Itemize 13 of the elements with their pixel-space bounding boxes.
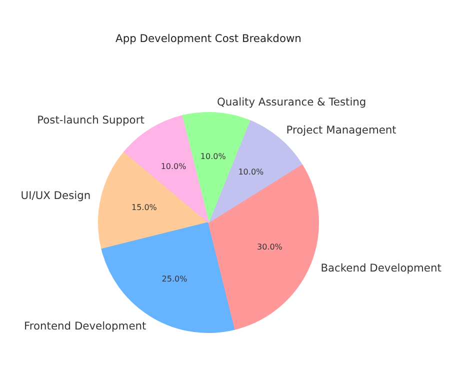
data-label: 10.0% bbox=[238, 167, 264, 176]
chart-title: App Development Cost Breakdown bbox=[116, 32, 302, 45]
slice-label: UI/UX Design bbox=[20, 188, 91, 202]
slice-label: Backend Development bbox=[320, 261, 442, 274]
data-label: 10.0% bbox=[200, 152, 226, 162]
data-label: 10.0% bbox=[160, 162, 187, 172]
data-label: 30.0% bbox=[256, 242, 283, 252]
slice-label: Frontend Development bbox=[24, 320, 146, 333]
slice-label: Project Management bbox=[286, 123, 396, 136]
slice-label: Post-launch Support bbox=[37, 113, 144, 126]
data-label: 25.0% bbox=[162, 274, 188, 284]
data-label: 15.0% bbox=[131, 203, 158, 212]
slice-label: Quality Assurance & Testing bbox=[216, 95, 366, 108]
